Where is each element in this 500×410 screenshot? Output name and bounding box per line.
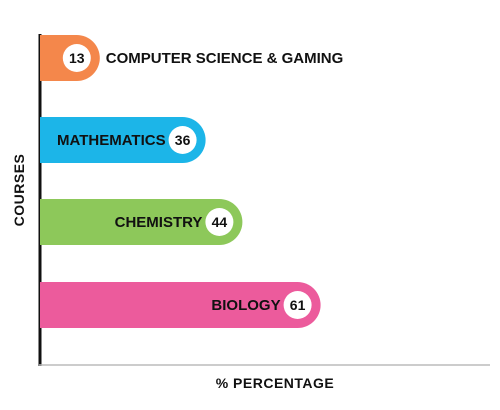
value-label-chemistry: 44 xyxy=(212,214,228,230)
bar-mathematics xyxy=(40,117,206,163)
bar-chemistry xyxy=(40,199,243,245)
x-axis-title: % PERCENTAGE xyxy=(216,375,335,391)
value-badge-mathematics xyxy=(168,126,197,154)
category-label-chemistry: CHEMISTRY xyxy=(115,214,203,231)
value-badge-chemistry xyxy=(205,208,234,236)
value-label-mathematics: 36 xyxy=(175,132,191,148)
category-label-mathematics: MATHEMATICS xyxy=(57,132,166,149)
value-label-biology: 61 xyxy=(290,297,306,313)
category-label-biology: BIOLOGY xyxy=(211,297,280,314)
y-axis-title: COURSES xyxy=(11,154,27,227)
bars-group: 13 COMPUTER SCIENCE & GAMING 36 MATHEMATICS… xyxy=(40,35,343,328)
bar-biology xyxy=(40,282,321,328)
value-badge-biology xyxy=(283,291,312,319)
category-label-computer-science-gaming: COMPUTER SCIENCE & GAMING xyxy=(106,50,344,67)
value-badge-computer-science-gaming xyxy=(62,44,91,72)
value-label-computer-science-gaming: 13 xyxy=(69,50,85,66)
